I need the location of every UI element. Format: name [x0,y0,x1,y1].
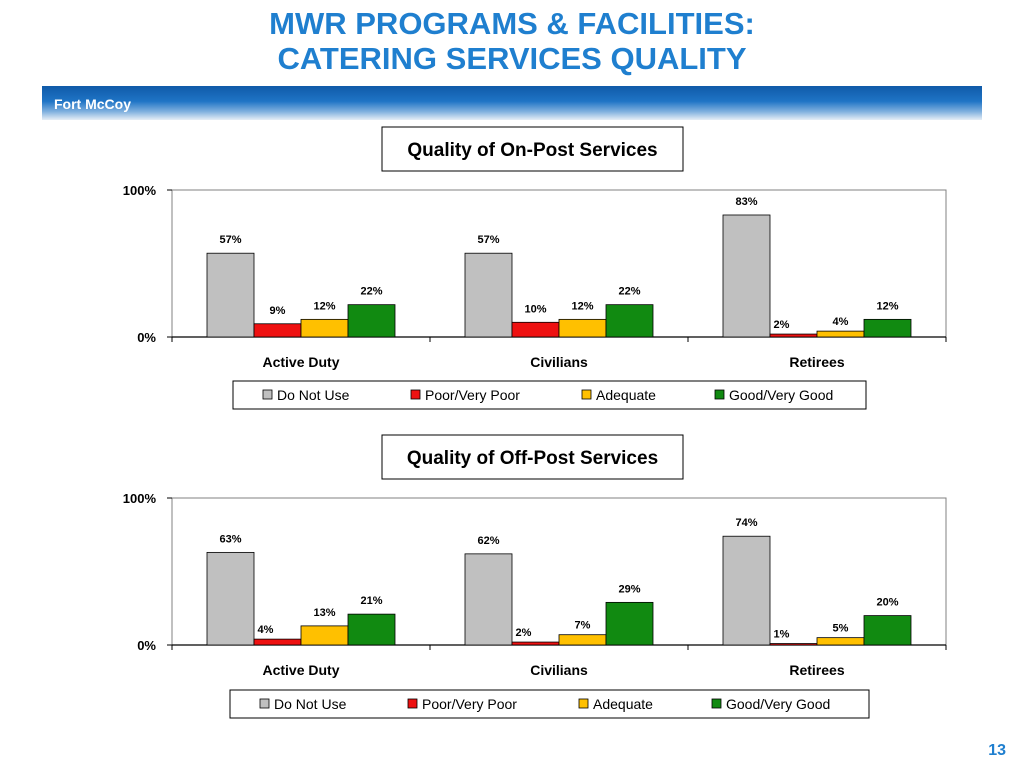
legend-label: Good/Very Good [729,387,833,403]
data-label: 62% [477,535,499,547]
banner-label: Fort McCoy [54,96,131,112]
bar [464,252,513,338]
legend-label: Do Not Use [274,696,347,712]
plot-area [171,189,947,338]
page-title: MWR PROGRAMS & FACILITIES: CATERING SERV… [0,6,1024,76]
data-label: 12% [313,300,335,312]
legend-label: Poor/Very Poor [425,387,520,403]
bar [511,641,560,646]
category-label: Retirees [789,354,844,370]
data-label: 22% [618,286,640,298]
legend [232,380,867,410]
legend-label: Adequate [593,696,653,712]
chart-title: Quality of On-Post Services [407,140,657,161]
legend-swatch [714,389,725,400]
data-label: 29% [618,583,640,595]
bar [558,318,607,338]
plot-area [171,497,947,646]
data-label: 5% [833,623,849,635]
data-label: 7% [575,620,591,632]
legend-swatch [259,698,270,709]
bar [816,330,865,338]
bar [511,321,560,338]
page-number: 13 [988,742,1006,759]
bar [863,318,912,338]
bar [206,252,255,338]
bar [605,304,654,338]
legend-label: Poor/Very Poor [422,696,517,712]
category-label: Civilians [530,354,588,370]
bar [347,613,396,646]
y-tick-label: 0% [137,638,156,653]
data-label: 13% [313,607,335,619]
bar [722,214,771,338]
data-label: 20% [876,597,898,609]
legend-swatch [262,389,273,400]
legend-swatch [410,389,421,400]
bar [300,625,349,646]
bar [253,638,302,646]
legend [229,689,870,719]
legend-swatch [711,698,722,709]
data-label: 4% [258,624,274,636]
category-label: Civilians [530,662,588,678]
data-label: 4% [833,316,849,328]
data-label: 57% [219,234,241,246]
data-label: 2% [774,319,790,331]
category-label: Active Duty [262,354,339,370]
y-tick-label: 100% [123,183,157,198]
chart-title-box [381,126,684,172]
legend-swatch [578,698,589,709]
bar [464,553,513,646]
legend-swatch [581,389,592,400]
legend-label: Do Not Use [277,387,350,403]
data-label: 1% [774,629,790,641]
category-label: Retirees [789,662,844,678]
legend-swatch [407,698,418,709]
data-label: 12% [571,300,593,312]
data-label: 10% [524,303,546,315]
title-line-1: MWR PROGRAMS & FACILITIES: [269,6,755,41]
data-label: 63% [219,533,241,545]
bar [816,637,865,646]
bar [347,304,396,338]
category-label: Active Duty [262,662,339,678]
bar [253,323,302,338]
y-tick-label: 100% [123,491,157,506]
data-label: 22% [360,286,382,298]
header-banner: Fort McCoy [42,86,982,120]
bar [206,551,255,646]
legend-label: Good/Very Good [726,696,830,712]
title-line-2: CATERING SERVICES QUALITY [277,41,747,76]
data-label: 74% [735,517,757,529]
bar [769,643,818,646]
bar [863,615,912,646]
bar [300,318,349,338]
bar [769,333,818,338]
data-label: 21% [360,595,382,607]
legend-label: Adequate [596,387,656,403]
y-tick-label: 0% [137,330,156,345]
data-label: 2% [516,627,532,639]
bar [558,634,607,646]
data-label: 57% [477,234,499,246]
bar [722,535,771,646]
data-label: 83% [735,196,757,208]
bar [605,601,654,646]
data-label: 12% [876,300,898,312]
chart-title: Quality of Off-Post Services [407,448,658,469]
data-label: 9% [270,305,286,317]
chart-title-box [381,434,684,480]
